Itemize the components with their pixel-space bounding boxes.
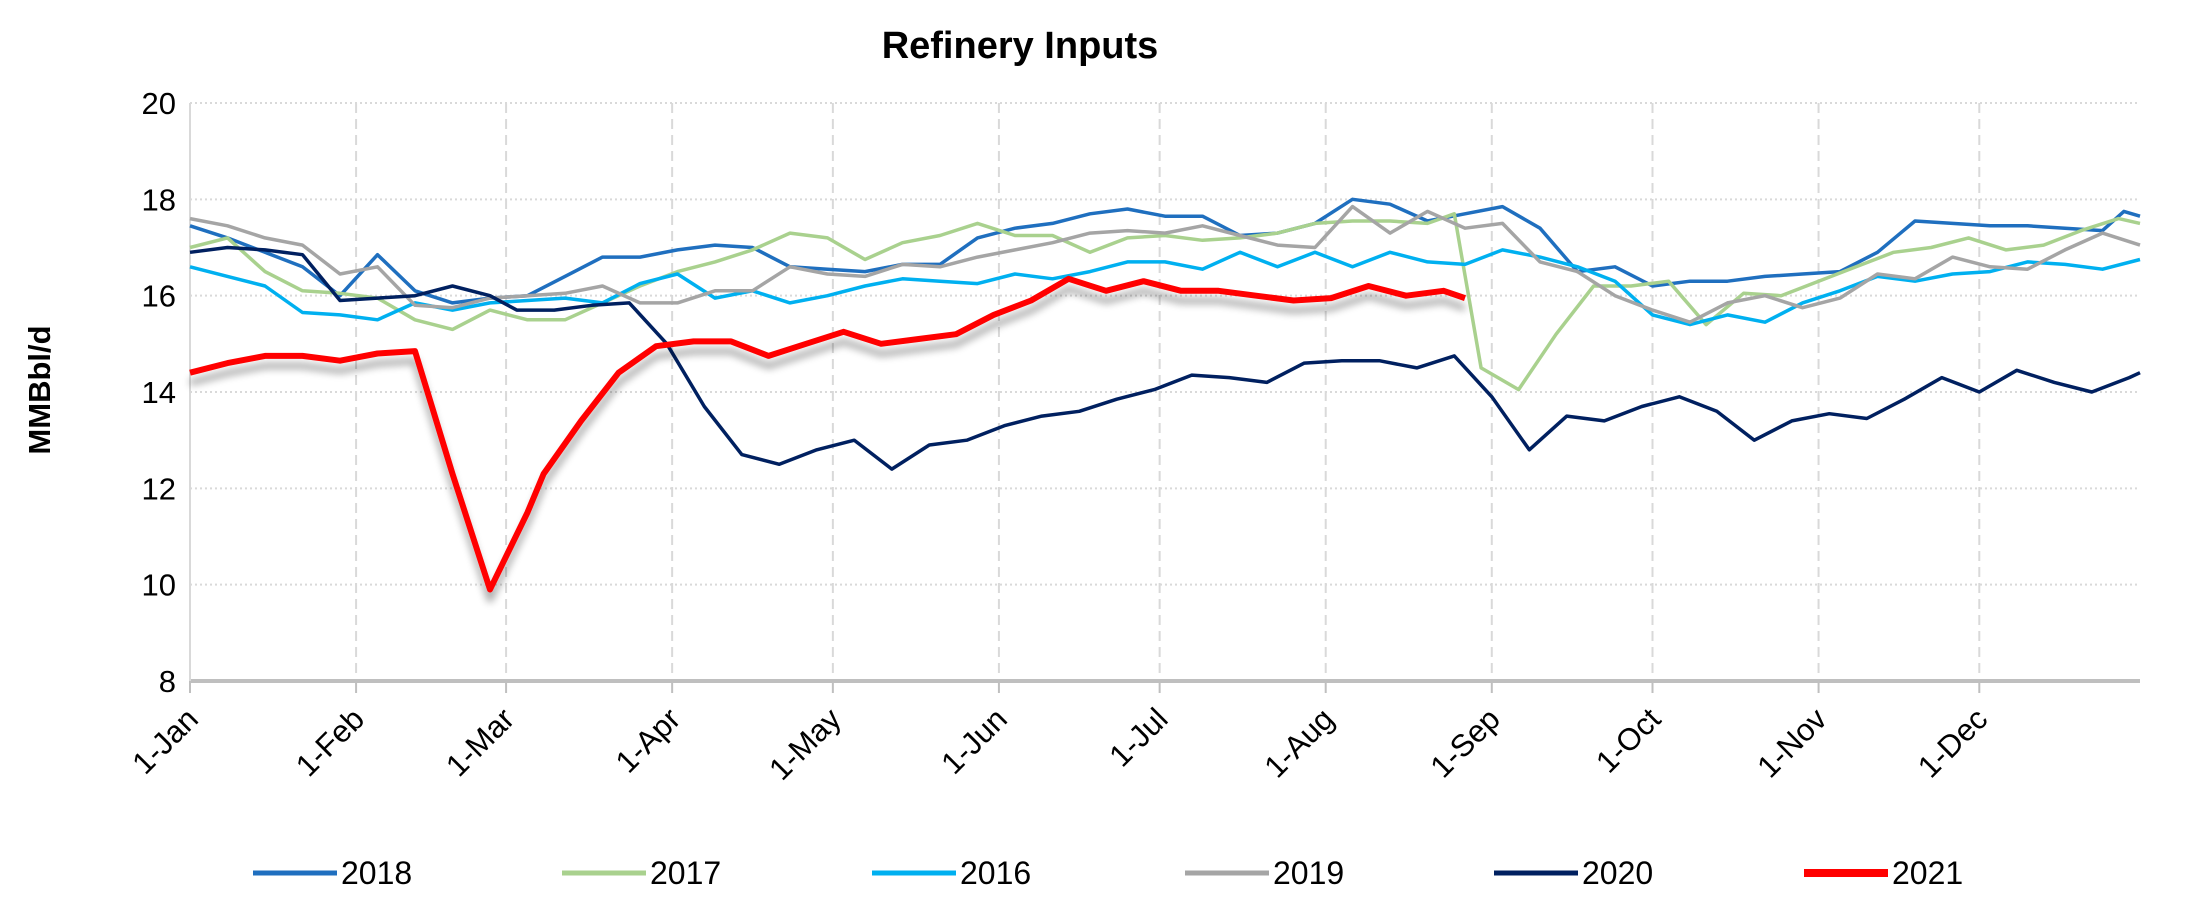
chart-title: Refinery Inputs <box>882 25 1159 67</box>
legend-label: 2020 <box>1582 855 1653 891</box>
x-tick-label: 1-Mar <box>439 701 521 783</box>
x-axis-ticks: 1-Jan 1-Feb 1-Mar 1-Apr 1-May 1-Jun 1-Jul 1-Aug… <box>125 701 1994 787</box>
legend-item-2018: 2018 <box>253 855 412 891</box>
y-axis-label: MMBbl/d <box>22 325 57 454</box>
legend-item-2021: 2021 <box>1804 855 1963 891</box>
x-tick-label: 1-Jul <box>1102 701 1174 773</box>
x-tick-label: 1-Nov <box>1750 701 1834 785</box>
x-tick-label: 1-Feb <box>289 701 371 783</box>
x-tick-label: 1-May <box>762 701 848 787</box>
y-tick-label: 16 <box>142 279 176 314</box>
x-tick-label: 1-Jun <box>934 701 1014 781</box>
series-line-2021 <box>189 275 1466 593</box>
x-tick-label: 1-Jan <box>125 701 205 781</box>
y-tick-label: 20 <box>142 86 176 121</box>
legend-item-2016: 2016 <box>872 855 1031 891</box>
legend-label: 2021 <box>1892 855 1963 891</box>
legend-item-2020: 2020 <box>1494 855 1653 891</box>
legend-item-2019: 2019 <box>1185 855 1344 891</box>
legend-label: 2016 <box>960 855 1031 891</box>
series-line-2019 <box>189 204 2141 324</box>
y-tick-label: 10 <box>142 568 176 603</box>
x-tick-label: 1-Oct <box>1589 701 1668 780</box>
series-lines <box>189 197 2141 593</box>
y-tick-label: 12 <box>142 471 176 506</box>
series-line-2016 <box>189 248 2141 327</box>
gridlines <box>189 102 2140 693</box>
y-axis-ticks: 8 10 12 14 16 18 20 <box>142 86 176 699</box>
x-tick-label: 1-Aug <box>1257 701 1340 784</box>
x-tick-label: 1-Apr <box>609 701 687 779</box>
legend-label: 2017 <box>650 855 721 891</box>
x-tick-label: 1-Sep <box>1423 701 1506 784</box>
y-tick-label: 8 <box>159 664 176 699</box>
legend-item-2017: 2017 <box>562 855 721 891</box>
x-tick-label: 1-Dec <box>1911 701 1994 784</box>
y-tick-label: 14 <box>142 375 176 410</box>
series-line-2020 <box>189 245 2141 471</box>
legend: 2018 2017 2016 2019 2020 2021 <box>253 855 1963 891</box>
legend-label: 2018 <box>341 855 412 891</box>
series-line-2017 <box>189 212 2141 392</box>
legend-label: 2019 <box>1273 855 1344 891</box>
y-tick-label: 18 <box>142 182 176 217</box>
